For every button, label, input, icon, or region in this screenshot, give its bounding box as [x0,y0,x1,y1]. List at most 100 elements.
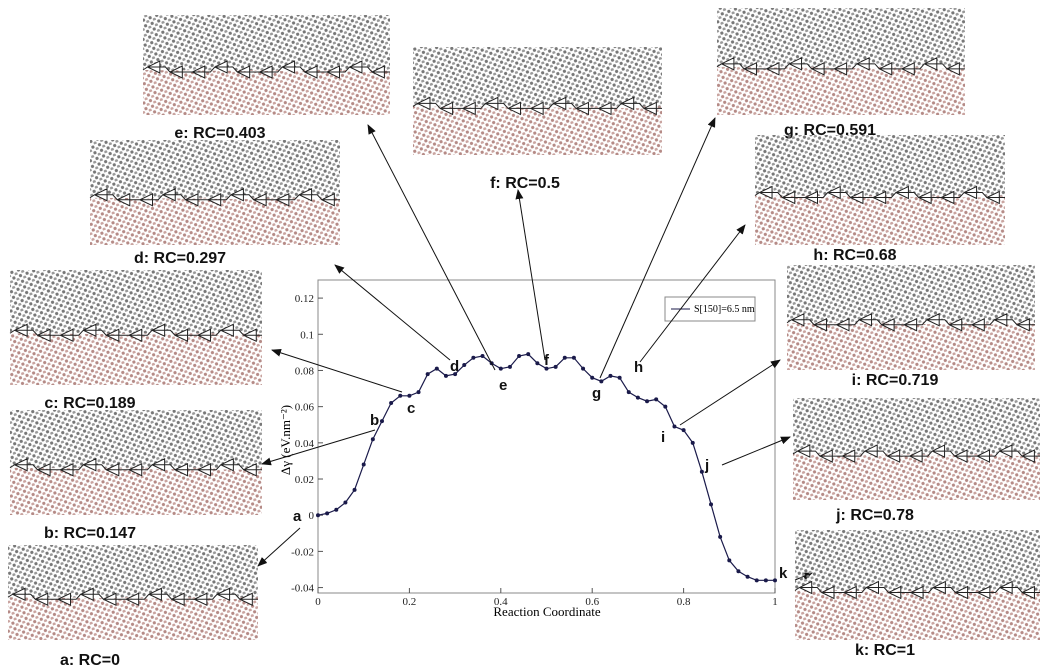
arrow [257,527,301,567]
point-label: f [544,352,550,369]
data-point [681,428,686,433]
lower-grain [795,590,1040,640]
panel-caption: d: RC=0.297 [134,250,226,267]
upper-grain [10,410,262,468]
data-point [526,352,531,357]
data-point [709,502,714,507]
lower-grain [755,195,1005,245]
point-label: j [704,457,709,474]
data-point [535,361,540,366]
data-point [480,353,485,358]
data-point [407,393,412,398]
upper-grain [793,398,1040,455]
plot-frame [317,279,776,594]
dislocation-line [792,444,1040,463]
x-tick-label: 0.6 [585,596,599,608]
y-tick-label: -0.02 [291,546,314,558]
data-point [663,404,668,409]
lower-grain [10,467,262,515]
dislocation-line [89,187,340,207]
arrow [639,224,746,363]
legend-label: S[150]=6.5 nm [694,304,755,315]
upper-grain [10,270,262,334]
data-point [453,372,458,377]
arrow [721,436,791,466]
atomic-panel [716,8,965,115]
data-point [763,578,768,583]
data-point [727,558,732,563]
dislocation-line [754,185,1005,205]
data-point [617,375,622,380]
data-point [498,366,503,371]
dislocation-line [142,60,390,79]
data-point [425,372,430,377]
data-point [316,513,320,518]
atomic-panel [786,265,1035,370]
panel-caption: j: RC=0.78 [835,507,914,524]
atomic-panel [794,530,1040,640]
data-point [544,366,549,371]
point-label: b [370,412,379,429]
point-label: k [779,565,788,582]
point-label: h [634,359,643,376]
atomic-panel [754,135,1005,245]
data-point [507,364,512,369]
y-tick-label: 0.06 [295,402,315,414]
data-point [626,390,631,395]
upper-grain [717,8,965,67]
arrow [599,117,716,379]
data-point [389,401,394,406]
panel-caption: e: RC=0.403 [174,125,265,142]
atomic-panel [792,398,1040,500]
dislocation-line [9,457,262,477]
data-point [517,353,522,358]
data-point [699,469,704,474]
y-tick-label: 0.1 [300,329,314,341]
data-point [370,437,375,442]
atomic-panel [89,140,340,245]
dislocation-line [7,587,258,607]
data-point [361,462,366,467]
atomic-panel [9,270,262,385]
upper-grain [787,265,1035,323]
atomic-panel [142,15,390,115]
data-point [434,366,439,371]
data-point [462,363,467,368]
panel-caption: f: RC=0.5 [490,175,560,192]
x-tick-label: 0.4 [494,596,508,608]
upper-grain [755,135,1005,196]
data-point [325,511,330,516]
dislocation-line [794,580,1040,600]
data-point [352,487,357,492]
point-label: d [450,358,459,375]
data-point [590,375,595,380]
data-point [736,569,741,574]
upper-grain [143,15,390,70]
x-tick-label: 0.8 [677,596,691,608]
dislocation-line [786,312,1035,332]
arrow [271,348,403,393]
panel-caption: a: RC=0 [60,652,120,669]
panel-caption: h: RC=0.68 [813,247,896,264]
data-point [754,578,759,583]
lower-grain [413,106,662,155]
data-point [398,393,403,398]
lower-grain [793,454,1040,500]
panel-caption: c: RC=0.189 [44,395,135,412]
upper-grain [90,140,340,198]
upper-grain [795,530,1040,591]
data-point [343,500,348,505]
upper-grain [8,545,258,598]
point-label: i [661,429,665,446]
panel-caption: b: RC=0.147 [44,525,136,542]
point-label: e [499,377,507,394]
data-point [745,574,750,579]
lower-grain [787,322,1035,370]
arrow [367,124,496,371]
data-point [379,419,384,424]
y-tick-label: 0.12 [295,293,314,305]
data-point [581,366,586,371]
data-point [443,373,448,378]
data-point [635,395,640,400]
